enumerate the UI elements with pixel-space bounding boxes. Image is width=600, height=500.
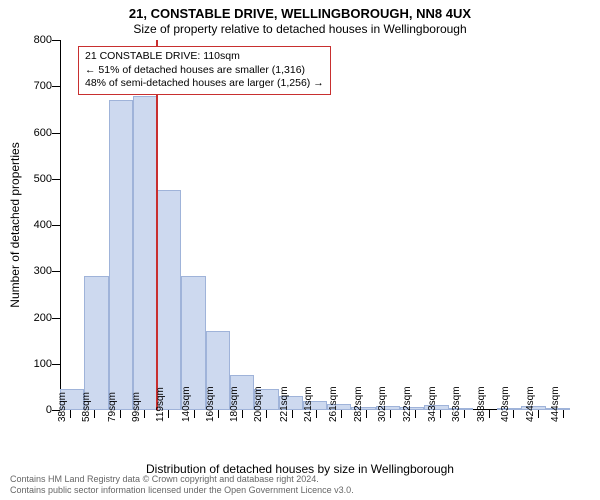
x-tick-label: 99sqm [131, 392, 142, 422]
y-tick-label: 700 [18, 80, 52, 92]
x-tick [464, 410, 465, 418]
histogram-bar [157, 190, 181, 410]
y-tick [52, 318, 60, 319]
x-tick-label: 79sqm [107, 392, 118, 422]
y-tick-label: 0 [18, 404, 52, 416]
x-tick-label: 343sqm [427, 386, 438, 422]
x-tick-label: 282sqm [353, 386, 364, 422]
chart-subtitle: Size of property relative to detached ho… [0, 22, 600, 36]
footer-attribution: Contains HM Land Registry data © Crown c… [10, 474, 354, 496]
x-tick [168, 410, 169, 418]
x-tick [144, 410, 145, 418]
y-tick [52, 179, 60, 180]
x-tick [563, 410, 564, 418]
annotation-line-3: 48% of semi-detached houses are larger (… [85, 77, 324, 91]
footer-line-1: Contains HM Land Registry data © Crown c… [10, 474, 354, 485]
histogram-bar [84, 276, 108, 410]
y-tick [52, 225, 60, 226]
x-tick [194, 410, 195, 418]
histogram-bar [133, 96, 157, 411]
y-tick [52, 364, 60, 365]
annotation-line-1: 21 CONSTABLE DRIVE: 110sqm [85, 50, 324, 64]
y-tick-label: 100 [18, 358, 52, 370]
annotation-box: 21 CONSTABLE DRIVE: 110sqm ← 51% of deta… [78, 46, 331, 95]
histogram-bar [109, 100, 133, 410]
x-tick-label: 403sqm [500, 386, 511, 422]
y-tick [52, 40, 60, 41]
x-tick [538, 410, 539, 418]
y-tick-label: 800 [18, 34, 52, 46]
y-tick-label: 300 [18, 265, 52, 277]
footer-line-2: Contains public sector information licen… [10, 485, 354, 496]
annotation-line-2: ← 51% of detached houses are smaller (1,… [85, 64, 324, 78]
x-tick-label: 221sqm [279, 386, 290, 422]
reference-line [156, 40, 158, 410]
chart-title: 21, CONSTABLE DRIVE, WELLINGBOROUGH, NN8… [0, 6, 600, 21]
x-tick-label: 180sqm [229, 386, 240, 422]
y-tick-label: 500 [18, 173, 52, 185]
x-tick-label: 322sqm [402, 386, 413, 422]
x-tick [366, 410, 367, 418]
x-tick [440, 410, 441, 418]
x-tick [489, 410, 490, 418]
x-tick-label: 160sqm [205, 386, 216, 422]
y-tick [52, 86, 60, 87]
x-tick-label: 261sqm [328, 386, 339, 422]
x-tick [70, 410, 71, 418]
y-tick [52, 133, 60, 134]
y-tick-label: 600 [18, 127, 52, 139]
histogram-bars [60, 40, 570, 410]
y-tick-label: 400 [18, 219, 52, 231]
x-tick [266, 410, 267, 418]
plot-area: 0100200300400500600700800 38sqm58sqm79sq… [60, 40, 570, 410]
x-tick [218, 410, 219, 418]
x-tick-label: 58sqm [81, 392, 92, 422]
x-tick-label: 363sqm [451, 386, 462, 422]
x-tick [292, 410, 293, 418]
x-tick [415, 410, 416, 418]
x-tick-label: 38sqm [57, 392, 68, 422]
x-tick-label: 444sqm [550, 386, 561, 422]
property-size-histogram: 21, CONSTABLE DRIVE, WELLINGBOROUGH, NN8… [0, 0, 600, 500]
x-tick [242, 410, 243, 418]
x-tick-label: 383sqm [476, 386, 487, 422]
y-tick [52, 271, 60, 272]
x-tick-label: 200sqm [253, 386, 264, 422]
y-tick-label: 200 [18, 312, 52, 324]
x-tick-label: 119sqm [155, 387, 166, 422]
x-tick [390, 410, 391, 418]
x-tick-label: 241sqm [303, 386, 314, 422]
x-tick [316, 410, 317, 418]
x-tick [341, 410, 342, 418]
x-tick-label: 140sqm [181, 386, 192, 422]
x-tick [513, 410, 514, 418]
x-tick-label: 424sqm [525, 386, 536, 422]
x-tick-label: 302sqm [377, 386, 388, 422]
x-tick [94, 410, 95, 418]
x-tick [120, 410, 121, 418]
